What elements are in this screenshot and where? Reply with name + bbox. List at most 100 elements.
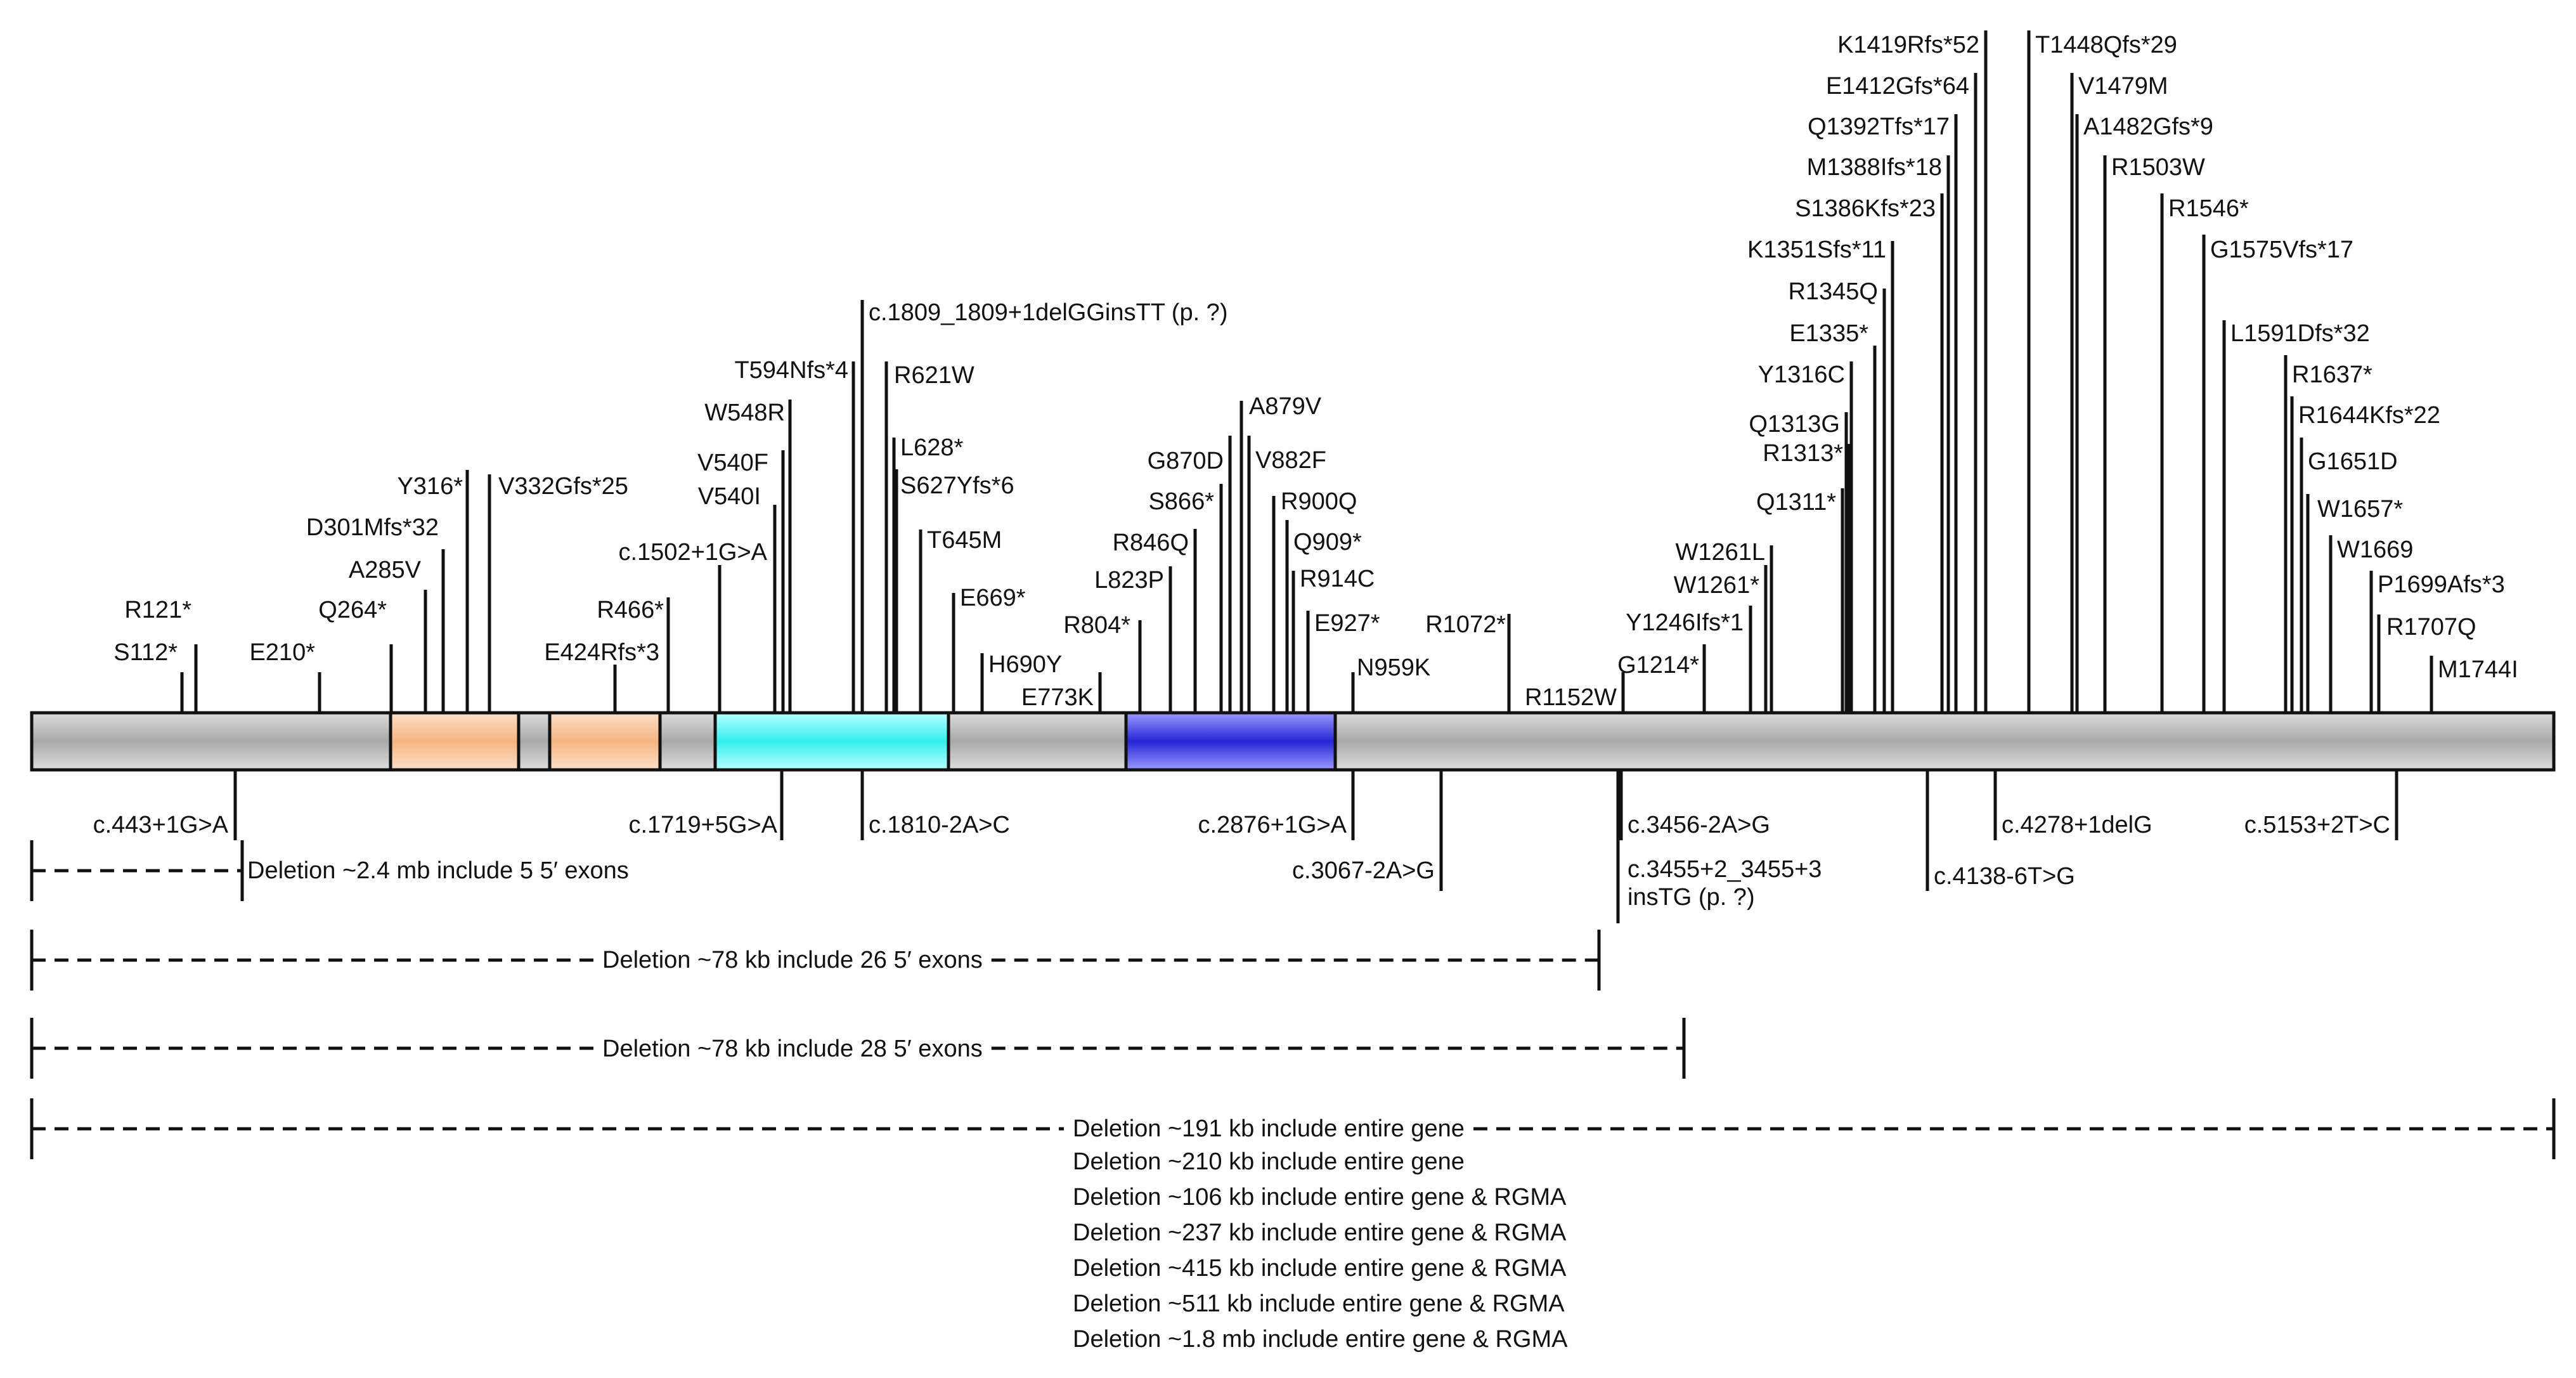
- variant-label: G1575Vfs*17: [2210, 237, 2353, 263]
- variant-label: R804*: [1063, 612, 1130, 639]
- variant-label: S866*: [1148, 488, 1214, 515]
- variant-label: V332Gfs*25: [498, 473, 628, 500]
- variant-label: R1546*: [2168, 195, 2249, 222]
- variant-label: M1744I: [2438, 656, 2518, 683]
- variants-below: c.443+1G>A c.1719+5G>A c.1810-2A>C c.2876+1…: [93, 770, 2398, 923]
- variant-label: T1448Qfs*29: [2035, 32, 2177, 58]
- variant-label: c.2876+1G>A: [1198, 812, 1347, 838]
- variant-label: S627Yfs*6: [900, 472, 1014, 499]
- variant-label: R1313*: [1763, 440, 1843, 467]
- variant-label: E424Rfs*3: [544, 639, 659, 666]
- variant-label: Q1311*: [1756, 489, 1836, 516]
- extra-deletion: Deletion ~415 kb include entire gene & R…: [1073, 1255, 1567, 1282]
- variant-label: Q909*: [1293, 529, 1362, 556]
- deletion-span: Deletion ~78 kb include 26 5′ exons: [30, 930, 1601, 991]
- deletion-span: Deletion ~2.4 mb include 5 5′ exons: [30, 840, 629, 901]
- variant-label: A1482Gfs*9: [2083, 114, 2213, 140]
- variant-label: E927*: [1314, 610, 1380, 637]
- variant-label: M1388Ifs*18: [1807, 154, 1942, 181]
- variant-label: G1214*: [1617, 652, 1699, 679]
- blue-domain: [1124, 711, 1337, 772]
- deletion-span: Deletion ~78 kb include 28 5′ exons: [30, 1018, 1686, 1079]
- variant-label: c.4138-6T>G: [1934, 863, 2075, 890]
- deletions: Deletion ~2.4 mb include 5 5′ exons Delet…: [30, 840, 2556, 1159]
- variant-label: R621W: [894, 362, 974, 389]
- variant-label: L628*: [900, 434, 964, 461]
- variant-label: S112*: [113, 639, 178, 666]
- variant-label: R1152W: [1525, 684, 1617, 711]
- variant-label: Y316*: [397, 473, 463, 500]
- variant-label: R121*: [124, 597, 191, 623]
- variant-label: A285V: [349, 557, 422, 583]
- variant-label: K1351Sfs*11: [1747, 237, 1886, 263]
- variant-label: R1637*: [2292, 361, 2372, 388]
- variant-label: T594Nfs*4: [734, 357, 848, 384]
- variant-label: c.1719+5G>A: [628, 812, 777, 838]
- variant-label: W1657*: [2317, 496, 2403, 523]
- variant-label: c.5153+2T>C: [2244, 812, 2390, 838]
- variant-label: A879V: [1249, 393, 1322, 420]
- variant-label: N959K: [1357, 654, 1430, 681]
- variant-label: E1335*: [1789, 320, 1868, 347]
- variant-label: V1479M: [2078, 73, 2168, 100]
- variant-label: Y1316C: [1758, 361, 1845, 388]
- variant-label: c.4278+1delG: [2002, 812, 2152, 838]
- orange-domain-1: [389, 711, 521, 772]
- variant-label: P1699Afs*3: [2378, 571, 2505, 598]
- variant-label: R1644Kfs*22: [2298, 402, 2440, 429]
- variant-label: S1386Kfs*23: [1795, 195, 1936, 222]
- variant-label: G870D: [1148, 448, 1224, 474]
- variant-label: L1591Dfs*32: [2230, 320, 2370, 347]
- variant-label: c.3456-2A>G: [1628, 812, 1770, 838]
- variant-label: R846Q: [1113, 530, 1189, 556]
- deletion-label: Deletion ~2.4 mb include 5 5′ exons: [247, 857, 629, 884]
- extra-deletion: Deletion ~1.8 mb include entire gene & R…: [1073, 1326, 1568, 1353]
- variant-label: V882F: [1255, 447, 1326, 474]
- variant-label: R1072*: [1425, 611, 1506, 638]
- variant-label: R900Q: [1281, 488, 1357, 515]
- variant-label: E1412Gfs*64: [1826, 73, 1969, 100]
- variant-label: Y1246Ifs*1: [1626, 609, 1744, 636]
- variant-label: R914C: [1300, 566, 1375, 592]
- variant-label: V540F: [697, 450, 768, 476]
- variants-above: R121* S112* E210*Q264* A285V D301Mfs*32 Y316*…: [113, 30, 2518, 713]
- deletion-label: Deletion ~78 kb include 26 5′ exons: [602, 947, 983, 973]
- variant-label: W548R: [704, 400, 785, 426]
- extra-deletions-list: Deletion ~210 kb include entire gene Del…: [1073, 1148, 1568, 1353]
- variant-label-line2: insTG (p. ?): [1628, 884, 1755, 911]
- variant-label: K1419Rfs*52: [1837, 32, 1979, 58]
- deletion-label: Deletion ~191 kb include entire gene: [1073, 1115, 1465, 1142]
- variant-label: c.3067-2A>G: [1292, 857, 1435, 884]
- variant-label: H690Y: [988, 651, 1062, 678]
- extra-deletion: Deletion ~511 kb include entire gene & R…: [1073, 1290, 1565, 1317]
- variant-label: c.1502+1G>A: [618, 539, 767, 566]
- variant-label: R1345Q: [1788, 278, 1878, 305]
- variant-label: T645M: [927, 527, 1002, 554]
- variant-label: R466*: [597, 597, 664, 623]
- variant-label: D301Mfs*32: [306, 514, 439, 541]
- extra-deletion: Deletion ~106 kb include entire gene & R…: [1073, 1184, 1567, 1211]
- variant-label: Q1313G: [1749, 411, 1840, 438]
- variant-label: E773K: [1021, 684, 1094, 711]
- variant-label: Q264*: [318, 597, 387, 623]
- cyan-domain: [713, 711, 950, 772]
- orange-domain-2: [548, 711, 662, 772]
- variant-label: c.1810-2A>C: [869, 812, 1010, 838]
- extra-deletion: Deletion ~237 kb include entire gene & R…: [1073, 1219, 1567, 1246]
- deletion-span: Deletion ~191 kb include entire gene: [30, 1098, 2556, 1159]
- variant-label: V540I: [698, 483, 761, 510]
- deletion-label: Deletion ~78 kb include 28 5′ exons: [602, 1036, 983, 1062]
- variant-label: W1669: [2337, 536, 2413, 563]
- extra-deletion: Deletion ~210 kb include entire gene: [1073, 1148, 1465, 1175]
- variant-label: L823P: [1094, 567, 1164, 594]
- variant-label: W1261*: [1674, 572, 1759, 599]
- variant-label: R1503W: [2111, 154, 2205, 181]
- variant-label: E210*: [249, 639, 315, 666]
- variant-label: G1651D: [2308, 448, 2398, 475]
- variant-label: c.443+1G>A: [93, 812, 229, 838]
- variant-label: W1261L: [1675, 539, 1765, 566]
- variant-label: c.1809_1809+1delGGinsTT (p. ?): [869, 299, 1227, 326]
- variant-label: Q1392Tfs*17: [1808, 114, 1950, 140]
- variant-label: E669*: [960, 585, 1026, 611]
